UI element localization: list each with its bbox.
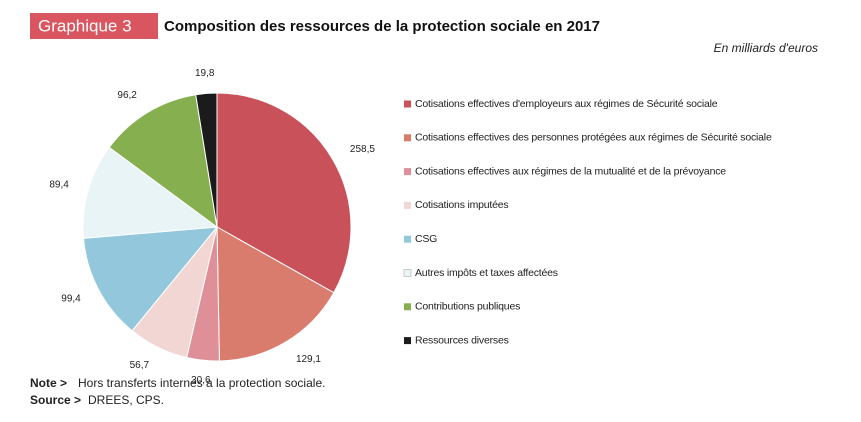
legend-label: Cotisations effectives aux régimes de la… xyxy=(415,165,726,177)
legend-swatch xyxy=(404,134,411,142)
legend-swatch xyxy=(404,303,411,311)
data-label: 129,1 xyxy=(296,354,321,365)
source: DREES, CPS. xyxy=(88,393,164,407)
data-label: 30,6 xyxy=(191,375,211,386)
source-label: Source > xyxy=(30,393,81,407)
pie-slice xyxy=(82,226,219,332)
legend-swatch xyxy=(404,100,411,108)
chart-title: Composition des ressources de la protect… xyxy=(164,18,600,35)
pie-slice xyxy=(216,226,335,362)
legend-swatch xyxy=(404,337,411,345)
legend-label: Cotisations imputées xyxy=(415,199,508,211)
pie-slice xyxy=(82,146,219,239)
legend-label: CSG xyxy=(415,233,437,245)
legend-swatch xyxy=(403,269,412,277)
note: Hors transferts internes à la protection… xyxy=(78,376,325,390)
data-label: 19,8 xyxy=(195,68,215,79)
data-label: 89,4 xyxy=(49,180,69,191)
legend-label: Contributions publiques xyxy=(415,301,520,313)
pie-slice xyxy=(216,92,352,294)
data-label: 99,4 xyxy=(61,293,81,304)
badge-bg xyxy=(30,13,158,39)
legend-label: Cotisations effectives des personnes pro… xyxy=(415,132,772,144)
data-label: 258,5 xyxy=(350,144,375,155)
legend-label: Cotisations effectives d'employeurs aux … xyxy=(415,98,718,110)
note-label: Note > xyxy=(30,376,67,390)
legend-label: Ressources diverses xyxy=(415,334,509,346)
legend-swatch xyxy=(404,168,411,176)
badge: Graphique 3 xyxy=(38,16,132,35)
subtitle: En milliards d'euros xyxy=(714,41,818,55)
data-label: 56,7 xyxy=(130,360,150,371)
legend-label: Autres impôts et taxes affectées xyxy=(415,267,558,279)
pie-slice xyxy=(108,94,218,229)
legend-swatch xyxy=(404,201,411,209)
pie-slice xyxy=(195,92,218,228)
legend-swatch xyxy=(404,235,411,243)
data-label: 96,2 xyxy=(117,90,137,101)
